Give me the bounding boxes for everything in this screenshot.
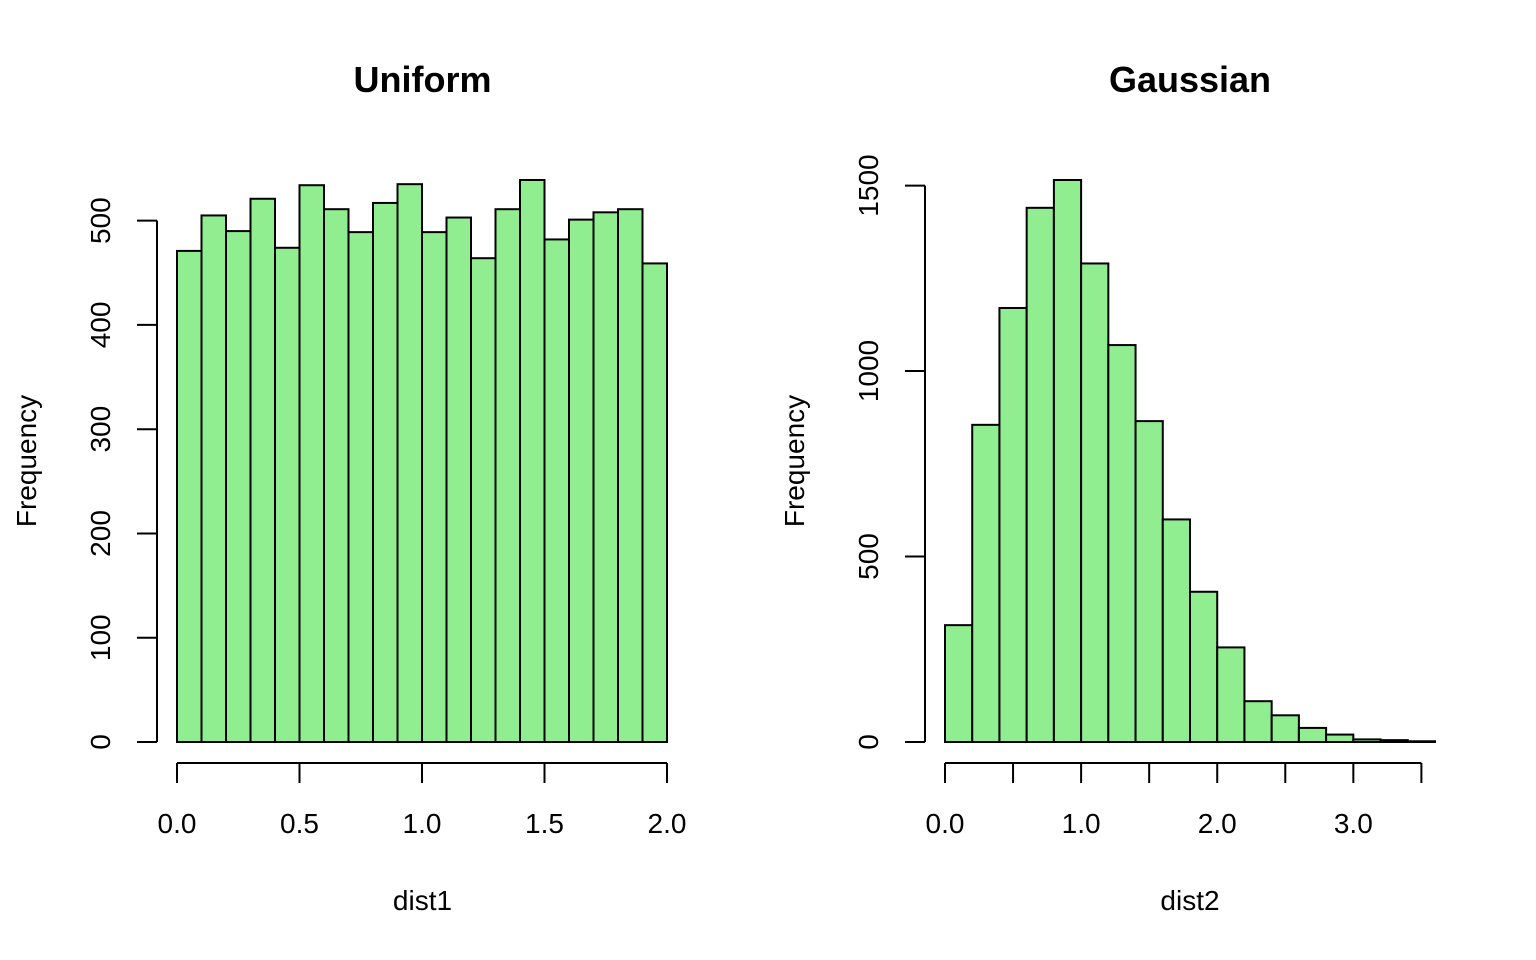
uniform-x-tick-label: 2.0 (648, 808, 687, 839)
uniform-bar (298, 184, 325, 743)
uniform-bar (225, 230, 252, 743)
uniform-bar (592, 211, 619, 743)
uniform-bar (274, 246, 301, 743)
gaussian-y-axis-label: Frequency (779, 395, 810, 527)
gaussian-y-tick-label: 500 (853, 533, 884, 580)
gaussian-bar (1406, 740, 1437, 743)
uniform-y-tick-label: 500 (85, 197, 116, 244)
gaussian-bar (1325, 733, 1355, 744)
uniform-bar (543, 238, 570, 743)
uniform-bar (372, 201, 399, 743)
gaussian-x-axis-label: dist2 (1160, 885, 1219, 916)
gaussian-bar (1080, 262, 1110, 743)
gaussian-x-tick-label: 3.0 (1334, 808, 1373, 839)
uniform-y-axis: 0 100 200 300 400 500 (85, 197, 158, 750)
gaussian-x-tick-label: 1.0 (1062, 808, 1101, 839)
uniform-x-tick-label: 0.5 (280, 808, 319, 839)
gaussian-bar (944, 624, 974, 743)
uniform-bar (249, 197, 276, 744)
uniform-y-tick-label: 100 (85, 614, 116, 661)
gaussian-y-tick-label: 1500 (853, 154, 884, 216)
uniform-bar (617, 208, 644, 743)
uniform-y-tick-label: 0 (85, 734, 116, 750)
gaussian-x-tick-label: 0.0 (926, 808, 965, 839)
uniform-bar (396, 183, 423, 743)
uniform-bars (176, 179, 668, 744)
gaussian-histogram-panel: Gaussian dist2 Frequency 0.0 1.0 2.0 3.0 0 5… (779, 59, 1437, 916)
gaussian-bar (998, 306, 1028, 743)
uniform-x-axis: 0.0 0.5 1.0 1.5 2.0 (158, 762, 687, 839)
gaussian-x-tick-label: 2.0 (1198, 808, 1237, 839)
uniform-bar (519, 179, 546, 743)
uniform-histogram-panel: Uniform dist1 Frequency 0.0 0.5 1.0 1.5 2.0 … (11, 59, 686, 916)
gaussian-y-axis: 0 500 1000 1500 (853, 154, 926, 750)
gaussian-bar (1216, 646, 1246, 744)
uniform-bar (347, 231, 374, 743)
gaussian-bar (1161, 518, 1192, 743)
gaussian-chart-title: Gaussian (1109, 59, 1271, 100)
uniform-y-tick-label: 400 (85, 302, 116, 349)
uniform-x-tick-label: 0.0 (158, 808, 197, 839)
uniform-x-axis-label: dist1 (393, 885, 452, 916)
gaussian-y-tick-label: 1000 (853, 340, 884, 402)
uniform-x-tick-label: 1.0 (403, 808, 442, 839)
gaussian-bar (1352, 738, 1382, 744)
uniform-y-tick-label: 200 (85, 510, 116, 557)
uniform-bar (176, 249, 203, 743)
uniform-bar (568, 218, 595, 743)
uniform-bar (470, 257, 497, 743)
uniform-bar (445, 216, 472, 743)
gaussian-bar (1107, 344, 1137, 743)
uniform-y-tick-label: 300 (85, 406, 116, 453)
uniform-x-tick-label: 1.5 (525, 808, 564, 839)
gaussian-bar (1379, 739, 1409, 743)
gaussian-bar (1270, 714, 1300, 743)
gaussian-bar (1297, 726, 1328, 743)
gaussian-y-tick-label: 0 (853, 734, 884, 750)
gaussian-bar (1243, 700, 1273, 743)
gaussian-bars (944, 179, 1437, 744)
uniform-bar (494, 208, 521, 743)
gaussian-bar (1134, 420, 1164, 743)
gaussian-x-axis: 0.0 1.0 2.0 3.0 (926, 762, 1423, 839)
uniform-bar (323, 208, 350, 743)
uniform-y-axis-label: Frequency (11, 395, 42, 527)
uniform-bar (200, 214, 227, 744)
gaussian-bar (971, 423, 1001, 743)
gaussian-bar (1025, 206, 1055, 743)
uniform-chart-title: Uniform (354, 59, 492, 100)
gaussian-bar (1052, 179, 1083, 743)
uniform-bar (641, 262, 668, 743)
gaussian-bar (1189, 590, 1219, 744)
uniform-bar (421, 231, 448, 743)
